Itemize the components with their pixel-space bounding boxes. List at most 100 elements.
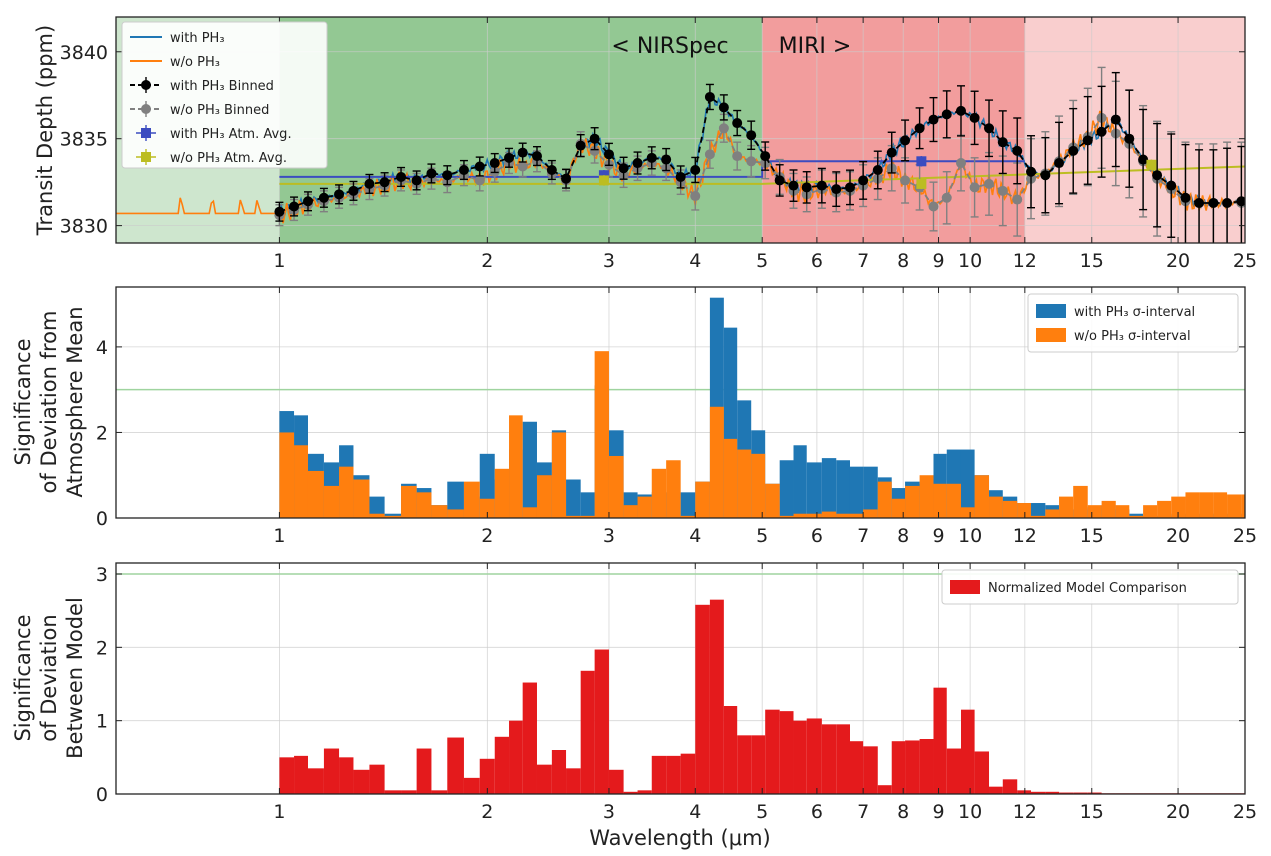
with-ph3-binned-point [997,137,1008,148]
without-ph3-binned-point [928,201,939,212]
with-ph3-binned-point [1082,135,1093,146]
without-ph3-avg-marker [916,178,927,189]
with-ph3-sigma-bar [821,458,837,518]
model-comparison-bar [384,790,402,794]
without-ph3-sigma-bar [933,483,947,518]
without-ph3-sigma-bar [806,513,822,518]
without-ph3-sigma-bar [307,470,324,518]
without-ph3-binned-point [690,191,701,202]
model-comparison-bar [723,706,738,794]
x-tick-label: 10 [958,250,982,272]
x-tick-label: 6 [811,250,823,272]
without-ph3-sigma-bar [1241,494,1245,518]
with-ph3-binned-point [442,170,453,181]
model-comparison-bar [1017,790,1032,794]
x-tick-label: 7 [857,250,869,272]
x-tick-label: 12 [1013,250,1037,272]
x-tick-label: 20 [1166,250,1190,272]
with-ph3-binned-point [675,171,686,182]
region-band [1024,17,1245,243]
legend-3: Normalized Model Comparison [941,569,1239,605]
legend-1: with PH₃ w/o PH₃ with PH₃ Binned w/o PH₃ Bi… [121,21,328,169]
without-ph3-avg-marker [1146,159,1157,170]
x-tick-label: 2 [481,250,493,272]
x-tick-label: 3 [603,801,615,823]
without-ph3-sigma-bar [431,505,448,518]
with-ph3-binned-point [379,177,390,188]
with-ph3-binned-point [914,123,925,134]
without-ph3-sigma-bar [1017,503,1032,518]
without-ph3-sigma-bar [709,406,724,518]
without-ph3-sigma-bar [821,511,837,518]
x-tick-label: 1 [273,525,285,547]
with-ph3-sigma-bar [369,496,385,518]
without-ph3-sigma-bar [384,515,402,518]
with-ph3-binned-point [1012,145,1023,156]
with-ph3-binned-point [774,175,785,186]
without-ph3-sigma-bar [905,485,920,518]
plot-frame-3 [115,562,1246,795]
model-comparison-bar [1045,791,1060,794]
x-tick-label: 7 [857,525,869,547]
without-ph3-sigma-bar [623,505,638,518]
y-tick-label: 3 [96,564,108,586]
x-tick-label: 15 [1080,801,1104,823]
with-ph3-sigma-bar [793,445,807,518]
x-tick-label: 5 [756,525,768,547]
model-comparison-bar [294,755,308,794]
model-comparison-bar [651,755,667,794]
model-comparison-bar [369,764,385,794]
model-comparison-bar [849,741,864,794]
y-tick-label: 3835 [60,129,108,151]
with-ph3-binned-point [704,91,715,102]
with-ph3-binned-point [690,164,701,175]
with-ph3-binned-point [504,152,515,163]
with-ph3-binned-point [1180,192,1191,203]
with-ph3-sigma-bar [863,466,878,518]
with-ph3-binned-point [746,130,757,141]
with-ph3-binned-point [928,114,939,125]
without-ph3-avg-line [279,165,1245,185]
model-comparison-bar [594,649,609,794]
without-ph3-sigma-bar [447,509,464,518]
without-ph3-sigma-bar [960,507,975,518]
x-tick-label: 7 [857,801,869,823]
legend-label: w/o PH₃ σ-interval [1074,329,1191,344]
model-comparison-bar [863,746,878,794]
with-ph3-binned-point [1054,158,1065,169]
model-comparison-bar [960,709,975,794]
x-tick-label: 5 [756,250,768,272]
with-ph3-binned-point [1222,198,1233,209]
legend-label: with PH₃ Binned [170,79,274,94]
with-ph3-binned-point [732,118,743,129]
region-band [279,17,763,243]
without-ph3-sigma-bar [536,475,552,518]
model-comparison-bar [905,740,920,794]
legend-2: with PH₃ σ-interval w/o PH₃ σ-interval [1027,293,1239,353]
y-axis-label-2c: Atmosphere Mean [63,306,87,497]
y-tick-label: 3840 [60,42,108,64]
with-ph3-binned-point [603,149,614,160]
without-ph3-sigma-bar [580,515,595,518]
with-ph3-binned-point [788,180,799,191]
without-ph3-sigma-bar [1157,500,1172,518]
legend-swatch-marker [141,152,151,162]
model-comparison-bar [416,748,432,794]
with-ph3-sigma-bar [779,460,794,518]
without-ph3-sigma-bar [637,496,652,518]
with-ph3-binned-point [1124,133,1135,144]
with-ph3-sigma-bar [447,481,464,518]
model-comparison-bar [836,724,850,794]
x-tick-label: 10 [958,525,982,547]
with-ph3-sigma-bar [522,421,537,518]
without-ph3-sigma-bar [1101,500,1116,518]
legend-swatch [950,580,980,594]
model-comparison-bar [536,764,552,794]
model-comparison-bar [737,735,752,794]
with-ph3-binned-point [831,184,842,195]
without-ph3-sigma-bar [1129,515,1144,518]
model-comparison-bar [323,748,340,794]
legend-swatch [1036,328,1066,342]
y-axis-label-3a: Significance [11,614,35,741]
